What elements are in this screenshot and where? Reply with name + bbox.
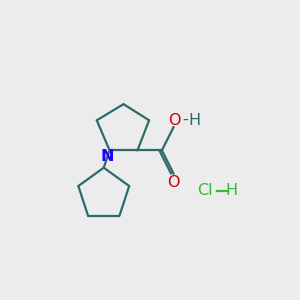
Text: Cl: Cl xyxy=(197,183,213,198)
Text: -: - xyxy=(183,112,188,127)
Text: O: O xyxy=(168,113,181,128)
Text: O: O xyxy=(167,175,180,190)
Text: N: N xyxy=(100,149,114,164)
Text: H: H xyxy=(188,113,200,128)
Text: H: H xyxy=(226,183,238,198)
